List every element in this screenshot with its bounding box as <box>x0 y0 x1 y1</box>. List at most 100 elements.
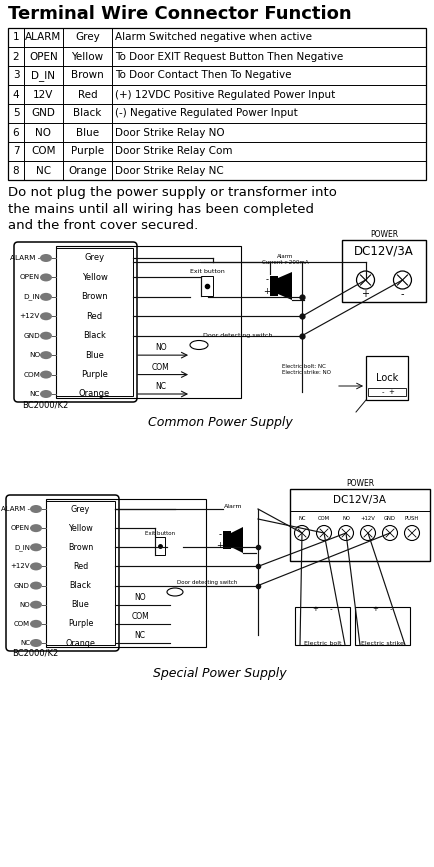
Text: NO: NO <box>29 352 40 358</box>
Text: -: - <box>382 389 384 395</box>
Text: Red: Red <box>86 312 102 321</box>
Circle shape <box>361 525 375 540</box>
Text: 5: 5 <box>13 108 19 119</box>
Text: Special Power Supply: Special Power Supply <box>153 667 287 680</box>
Text: Door Strike Relay NC: Door Strike Relay NC <box>115 166 224 175</box>
Text: ALARM -: ALARM - <box>10 255 40 261</box>
Text: BC2000/K2: BC2000/K2 <box>22 400 68 409</box>
Ellipse shape <box>30 620 42 628</box>
Text: Blue: Blue <box>72 600 89 610</box>
Text: 2: 2 <box>13 51 19 62</box>
Circle shape <box>316 525 332 540</box>
Text: NO: NO <box>342 517 350 521</box>
Text: Grey: Grey <box>75 32 100 42</box>
Ellipse shape <box>40 351 52 359</box>
Bar <box>46 499 206 647</box>
Text: D_IN: D_IN <box>14 544 30 551</box>
Text: To Door EXIT Request Button Then Negative: To Door EXIT Request Button Then Negativ… <box>115 51 343 62</box>
Text: NC: NC <box>135 631 145 640</box>
Text: Purple: Purple <box>68 619 93 629</box>
Text: 1: 1 <box>13 32 19 42</box>
Text: Door Strike Relay NO: Door Strike Relay NO <box>115 127 225 138</box>
Polygon shape <box>278 272 292 300</box>
Text: +     -: + - <box>312 606 332 612</box>
Text: Orange: Orange <box>79 389 110 399</box>
Text: ALARM: ALARM <box>25 32 62 42</box>
Text: ALARM -: ALARM - <box>1 506 30 512</box>
Circle shape <box>382 525 398 540</box>
Text: -: - <box>266 276 269 284</box>
Text: Door detecting switch: Door detecting switch <box>203 333 273 338</box>
Text: Brown: Brown <box>71 70 104 81</box>
Ellipse shape <box>40 293 52 301</box>
Bar <box>8 28 426 180</box>
Text: Red: Red <box>78 89 97 100</box>
Ellipse shape <box>30 582 42 590</box>
Circle shape <box>404 525 420 540</box>
Bar <box>270 276 278 296</box>
Text: COM: COM <box>23 372 40 377</box>
Text: Electric bolt: NC
Electric strike: NO: Electric bolt: NC Electric strike: NO <box>282 364 331 375</box>
Bar <box>223 531 231 549</box>
Text: DC12V/3A: DC12V/3A <box>333 495 387 505</box>
Text: Exit button: Exit button <box>190 269 224 274</box>
Text: 12V: 12V <box>33 89 54 100</box>
Text: OPEN: OPEN <box>20 275 40 280</box>
Text: COM: COM <box>31 147 56 157</box>
Bar <box>342 240 426 302</box>
Text: +12V: +12V <box>10 564 30 570</box>
Text: NO: NO <box>155 343 167 352</box>
Text: Blue: Blue <box>76 127 99 138</box>
Text: Black: Black <box>83 331 106 340</box>
Ellipse shape <box>30 563 42 570</box>
Bar <box>355 607 410 645</box>
Polygon shape <box>231 527 243 553</box>
Text: NC: NC <box>20 640 30 646</box>
Text: Purple: Purple <box>71 147 104 157</box>
Circle shape <box>394 271 411 289</box>
Text: +12V: +12V <box>20 313 40 319</box>
Text: NC: NC <box>30 391 40 397</box>
Text: OPEN: OPEN <box>11 525 30 531</box>
Bar <box>201 276 213 296</box>
Ellipse shape <box>167 588 183 596</box>
Text: GND: GND <box>32 108 56 119</box>
Text: (+) 12VDC Positive Regulated Power Input: (+) 12VDC Positive Regulated Power Input <box>115 89 335 100</box>
Text: NO: NO <box>20 602 30 608</box>
Text: Grey: Grey <box>71 505 90 513</box>
Text: Alarm
Current >200mA: Alarm Current >200mA <box>262 254 308 264</box>
Text: Door detecting switch: Door detecting switch <box>177 580 237 585</box>
Text: +: + <box>362 289 369 299</box>
Text: Yellow: Yellow <box>68 524 93 532</box>
Circle shape <box>295 525 309 540</box>
Text: Lock: Lock <box>376 373 398 383</box>
Text: Brown: Brown <box>81 292 108 302</box>
Text: COM: COM <box>318 517 330 521</box>
Text: NC: NC <box>36 166 51 175</box>
Text: Brown: Brown <box>68 543 93 551</box>
Text: +: + <box>263 288 270 297</box>
Ellipse shape <box>30 505 42 513</box>
Text: Orange: Orange <box>68 166 107 175</box>
Text: Orange: Orange <box>66 638 95 648</box>
Text: COM: COM <box>131 612 149 621</box>
Text: 6: 6 <box>13 127 19 138</box>
Circle shape <box>339 525 354 540</box>
Text: +: + <box>388 389 394 395</box>
Text: +12V: +12V <box>361 517 375 521</box>
Text: Exit button: Exit button <box>145 531 175 536</box>
Text: NC: NC <box>155 382 167 391</box>
Text: D_IN: D_IN <box>32 70 56 81</box>
Bar <box>56 246 241 398</box>
Text: POWER: POWER <box>346 479 374 488</box>
Text: 3: 3 <box>13 70 19 81</box>
Ellipse shape <box>40 370 52 379</box>
Ellipse shape <box>40 312 52 320</box>
Text: +: + <box>217 540 224 550</box>
Text: DC12V/3A: DC12V/3A <box>354 245 414 258</box>
Text: Black: Black <box>69 581 92 590</box>
Text: Grey: Grey <box>85 253 105 263</box>
Text: NO: NO <box>134 593 146 602</box>
Text: Common Power Supply: Common Power Supply <box>148 416 293 429</box>
Ellipse shape <box>30 601 42 609</box>
